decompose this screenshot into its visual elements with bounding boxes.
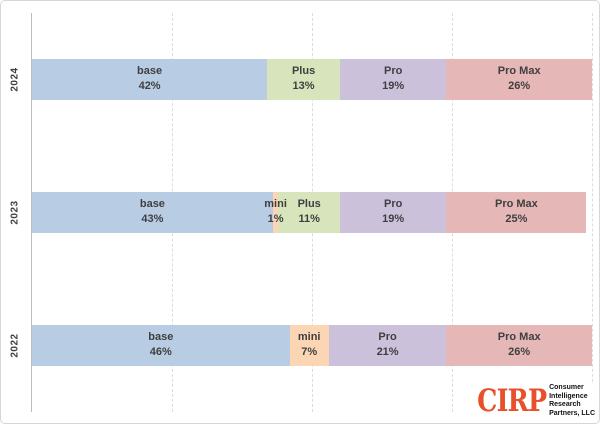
segment-label: Pro Max 26% xyxy=(497,330,541,359)
segment-2024-plus: Plus 13% xyxy=(267,59,340,100)
bar-row-2023: base 43% mini 1% Plus 11% Pro 19% Pro Max 25% xyxy=(32,192,592,233)
segment-label: Pro 21% xyxy=(376,330,399,359)
axis-label-text: 2024 xyxy=(10,67,21,92)
segment-label: Pro 19% xyxy=(382,64,405,93)
axis-label-text: 2022 xyxy=(10,333,21,358)
segment-label: Plus 13% xyxy=(291,64,316,93)
segment-label: Pro Max 26% xyxy=(497,64,541,93)
segment-label: mini 1% xyxy=(264,197,287,226)
segment-2024-base: base 42% xyxy=(32,59,268,100)
plot-area: base 42% Plus 13% Pro 19% Pro Max 26% base 43% min… xyxy=(31,13,593,412)
segment-2022-base: base 46% xyxy=(32,325,290,366)
axis-label-2024: 2024 xyxy=(2,59,29,100)
segment-2024-pro-max: Pro Max 26% xyxy=(446,59,592,100)
gridline-100pct xyxy=(592,13,593,412)
bar-row-2024: base 42% Plus 13% Pro 19% Pro Max 26% xyxy=(32,59,592,100)
segment-2022-pro-max: Pro Max 26% xyxy=(446,325,592,366)
cirp-logo: CIRP Consumer Intelligence Research Part… xyxy=(457,383,595,420)
segment-label: mini 7% xyxy=(297,330,321,359)
segment-label: base 42% xyxy=(137,64,163,93)
segment-2022-mini: mini 7% xyxy=(289,325,329,366)
cirp-logo-caption: Consumer Intelligence Research Partners,… xyxy=(549,384,595,418)
axis-label-text: 2023 xyxy=(10,200,21,225)
axis-label-2022: 2022 xyxy=(2,325,29,366)
bar-row-2022: base 46% mini 7% Pro 21% Pro Max 26% xyxy=(32,325,592,366)
logo-caption-line: Consumer xyxy=(549,384,584,392)
segment-2023-pro-max: Pro Max 25% xyxy=(446,192,587,233)
segment-label: base 43% xyxy=(139,197,165,226)
segment-label: base 46% xyxy=(148,330,174,359)
segment-2024-pro: Pro 19% xyxy=(339,59,447,100)
segment-2023-base: base 43% xyxy=(32,192,273,233)
segment-label: Pro Max 25% xyxy=(494,197,538,226)
segment-2022-pro: Pro 21% xyxy=(328,325,447,366)
logo-caption-line: Intelligence xyxy=(549,392,588,400)
cirp-brand-text: CIRP xyxy=(477,383,547,420)
segment-2023-pro: Pro 19% xyxy=(339,192,447,233)
segment-label: Plus 11% xyxy=(297,197,321,226)
axis-label-2023: 2023 xyxy=(2,192,29,233)
segment-2023-plus: Plus 11% xyxy=(278,192,340,233)
logo-caption-line: Partners, LLC xyxy=(549,409,595,417)
logo-caption-line: Research xyxy=(549,401,581,409)
segment-2023-mini: mini 1% xyxy=(264,192,287,233)
segment-label: Pro 19% xyxy=(382,197,405,226)
